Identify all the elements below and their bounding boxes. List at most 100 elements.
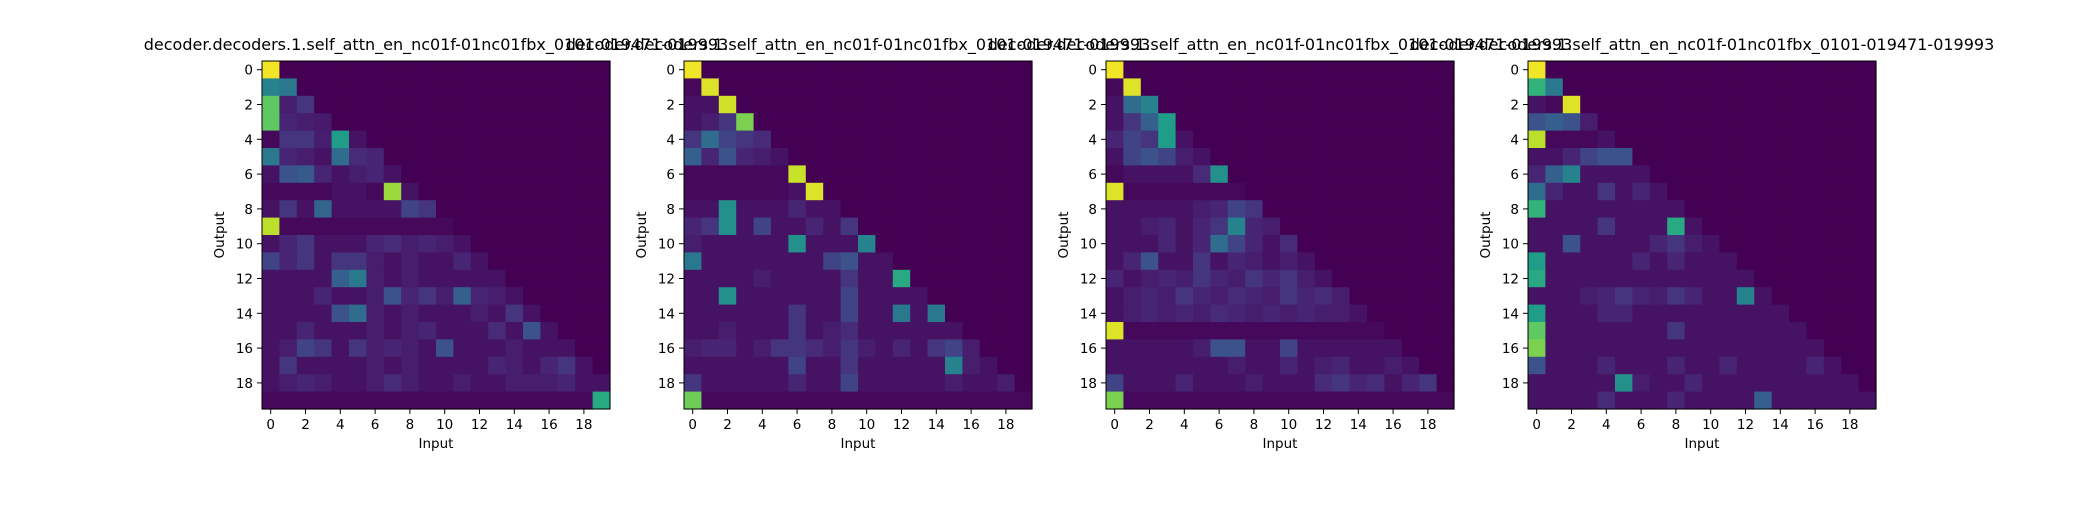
heatmap-cell [1545, 200, 1564, 219]
heatmap-cell [840, 269, 859, 288]
heatmap-cell [1649, 252, 1668, 271]
heatmap-cell [1193, 217, 1211, 236]
heatmap-cell [1014, 287, 1033, 306]
heatmap-cell [1280, 200, 1298, 219]
heatmap-cell [488, 269, 507, 288]
y-tick-label: 10 [658, 237, 675, 253]
heatmap-cell [892, 61, 911, 79]
heatmap-cell [701, 113, 720, 132]
heatmap-cell [858, 182, 876, 201]
heatmap-cell [1140, 61, 1159, 79]
heatmap-cell [753, 95, 772, 114]
heatmap-cell [488, 165, 507, 184]
heatmap-cell [1175, 217, 1194, 236]
heatmap-cell [453, 391, 472, 410]
heatmap-cell [875, 78, 894, 97]
heatmap-cell [927, 391, 946, 410]
heatmap-cell [1789, 391, 1807, 410]
x-tick-label: 14 [506, 417, 523, 433]
heatmap-cell [418, 130, 437, 149]
heatmap-cell [1297, 287, 1316, 306]
heatmap-cell [753, 165, 772, 184]
heatmap-cell [488, 148, 507, 166]
heatmap-cell [840, 339, 859, 358]
heatmap-cell [1106, 391, 1124, 410]
heatmap-cell [436, 356, 454, 375]
heatmap-cell [296, 148, 315, 166]
heatmap-cell [1528, 304, 1546, 323]
heatmap-cell [262, 287, 280, 306]
heatmap-cell [1754, 287, 1773, 306]
heatmap-cell [1597, 130, 1616, 149]
heatmap-cell [1210, 374, 1229, 393]
heatmap-cell [262, 339, 280, 358]
heatmap-cell [1545, 322, 1564, 340]
heatmap-cell [314, 304, 333, 323]
heatmap-cell [788, 252, 807, 271]
heatmap-cell [823, 95, 842, 114]
heatmap-cell [1262, 356, 1281, 375]
heatmap-cell [1806, 235, 1825, 253]
heatmap-cell [945, 148, 963, 166]
heatmap-cell [1736, 148, 1755, 166]
heatmap-cell [1332, 374, 1351, 393]
heatmap-cell [910, 235, 929, 253]
heatmap-cell [436, 148, 454, 166]
heatmap-cell [1106, 356, 1124, 375]
heatmap-cell [1367, 235, 1385, 253]
heatmap-cell [1384, 217, 1403, 236]
heatmap-cell [1632, 148, 1651, 166]
heatmap-cell [1684, 287, 1703, 306]
heatmap-cell [1545, 165, 1564, 184]
heatmap-cell [1823, 165, 1842, 184]
heatmap-cell [1789, 235, 1807, 253]
heatmap-cell [1227, 113, 1246, 132]
heatmap-cell [436, 165, 454, 184]
heatmap-cell [1823, 61, 1842, 79]
heatmap-cell [470, 95, 489, 114]
heatmap-cell [349, 95, 367, 114]
heatmap-cell [736, 113, 755, 132]
y-tick-label: 2 [1510, 98, 1519, 114]
heatmap-cell [1615, 322, 1633, 340]
heatmap-cell [805, 287, 824, 306]
heatmap-cell [1314, 217, 1333, 236]
heatmap-cell [523, 391, 541, 410]
heatmap-cell [488, 374, 507, 393]
heatmap-cell [1736, 374, 1755, 393]
heatmap-cell [279, 287, 298, 306]
heatmap-cell [1297, 61, 1316, 79]
heatmap-cell [523, 182, 541, 201]
heatmap-cell [718, 339, 737, 358]
heatmap-cell [1349, 61, 1368, 79]
heatmap-cell [718, 148, 737, 166]
heatmap-cell [1649, 235, 1668, 253]
heatmap-cell [1280, 148, 1298, 166]
heatmap-cell [1297, 391, 1316, 410]
heatmap-cell [1649, 78, 1668, 97]
heatmap-cell [1210, 113, 1229, 132]
heatmap-cell [523, 217, 541, 236]
heatmap-cell [1823, 235, 1842, 253]
heatmap-cell [1123, 113, 1142, 132]
heatmap-cell [401, 339, 420, 358]
heatmap-cell [1210, 304, 1229, 323]
heatmap-cell [279, 269, 298, 288]
heatmap-cell [945, 78, 963, 97]
heatmap-cell [279, 322, 298, 340]
heatmap-cell [383, 287, 402, 306]
y-tick-label: 16 [658, 341, 675, 357]
heatmap-cell [1436, 304, 1455, 323]
heatmap-cell [592, 252, 611, 271]
heatmap-cell [1014, 217, 1033, 236]
heatmap-cell [1754, 252, 1773, 271]
heatmap-cell [540, 165, 559, 184]
heatmap-cell [1349, 304, 1368, 323]
heatmap-cell [1597, 78, 1616, 97]
heatmap-cell [1771, 95, 1790, 114]
heatmap-cell [1632, 95, 1651, 114]
heatmap-cell [701, 217, 720, 236]
heatmap-cell [279, 148, 298, 166]
heatmap-cell [523, 374, 541, 393]
heatmap-cell [262, 61, 280, 79]
